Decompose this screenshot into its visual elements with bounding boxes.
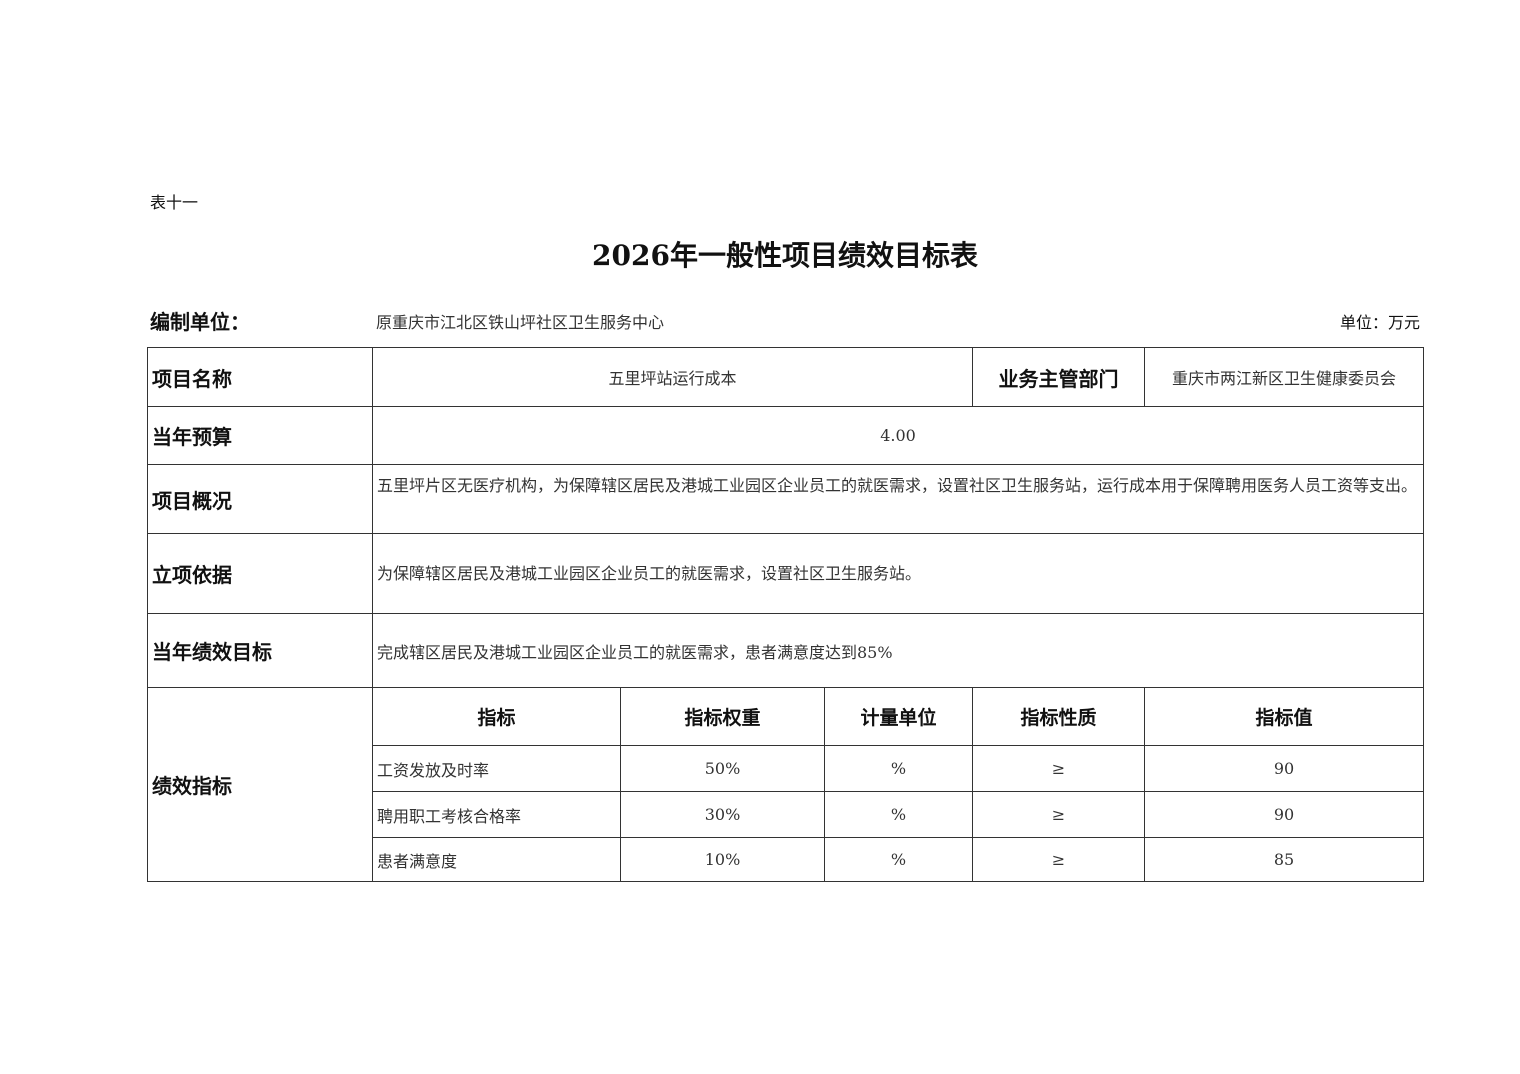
table-row: 当年预算 4.00 <box>147 406 1424 465</box>
project-name-label: 项目名称 <box>147 347 373 407</box>
indicator-name: 患者满意度 <box>372 837 621 882</box>
indicator-nature: ≥ <box>972 837 1145 882</box>
indicator-unit: % <box>824 745 973 792</box>
indicator-unit: % <box>824 791 973 838</box>
indicator-weight: 30% <box>620 791 825 838</box>
budget-value: 4.00 <box>372 406 1424 465</box>
header-weight: 指标权重 <box>620 687 825 746</box>
indicator-name: 工资发放及时率 <box>372 745 621 792</box>
page-title: 2026年一般性项目绩效目标表 <box>592 239 978 272</box>
dept-label: 业务主管部门 <box>972 347 1145 407</box>
table-row: 工资发放及时率 50% % ≥ 90 <box>148 745 1424 792</box>
table-row: 患者满意度 10% % ≥ 85 <box>148 837 1424 882</box>
indicator-weight: 10% <box>620 837 825 882</box>
indicator-nature: ≥ <box>972 791 1145 838</box>
overview-label: 项目概况 <box>147 464 373 534</box>
indicator-header-row: 绩效指标 指标 指标权重 计量单位 指标性质 指标值 <box>147 687 1424 882</box>
goal-label: 当年绩效目标 <box>147 613 373 688</box>
header-indicator: 指标 <box>372 687 621 746</box>
overview-value: 五里坪片区无医疗机构，为保障辖区居民及港城工业园区企业员工的就医需求，设置社区卫… <box>372 464 1424 534</box>
indicator-name: 聘用职工考核合格率 <box>372 791 621 838</box>
goal-value: 完成辖区居民及港城工业园区企业员工的就医需求，患者满意度达到85% <box>372 613 1424 688</box>
dept-value: 重庆市两江新区卫生健康委员会 <box>1144 347 1424 407</box>
basis-value: 为保障辖区居民及港城工业园区企业员工的就医需求，设置社区卫生服务站。 <box>372 533 1424 614</box>
indicator-value: 90 <box>1144 791 1424 838</box>
org-label: 编制单位： <box>150 310 250 334</box>
table-row: 聘用职工考核合格率 30% % ≥ 90 <box>148 791 1424 838</box>
indicators-label: 绩效指标 <box>147 687 373 882</box>
header-unit: 计量单位 <box>824 687 973 746</box>
basis-label: 立项依据 <box>147 533 373 614</box>
indicator-unit: % <box>824 837 973 882</box>
header-nature: 指标性质 <box>972 687 1145 746</box>
project-name: 五里坪站运行成本 <box>372 347 973 407</box>
budget-label: 当年预算 <box>147 406 373 465</box>
indicator-value: 85 <box>1144 837 1424 882</box>
table-row: 当年绩效目标 完成辖区居民及港城工业园区企业员工的就医需求，患者满意度达到85% <box>147 613 1424 688</box>
indicator-weight: 50% <box>620 745 825 792</box>
table-row: 立项依据 为保障辖区居民及港城工业园区企业员工的就医需求，设置社区卫生服务站。 <box>147 533 1424 614</box>
org-value: 原重庆市江北区铁山坪社区卫生服务中心 <box>376 313 665 332</box>
performance-table: 项目名称 五里坪站运行成本 业务主管部门 重庆市两江新区卫生健康委员会 当年预算… <box>147 347 1424 882</box>
indicator-value: 90 <box>1144 745 1424 792</box>
indicator-nature: ≥ <box>972 745 1145 792</box>
table-row: 项目概况 五里坪片区无医疗机构，为保障辖区居民及港城工业园区企业员工的就医需求，… <box>147 464 1424 534</box>
unit-label: 单位：万元 <box>1339 313 1420 332</box>
header-value: 指标值 <box>1144 687 1424 746</box>
table-row: 项目名称 五里坪站运行成本 业务主管部门 重庆市两江新区卫生健康委员会 <box>147 347 1424 407</box>
table-number: 表十一 <box>150 193 199 212</box>
